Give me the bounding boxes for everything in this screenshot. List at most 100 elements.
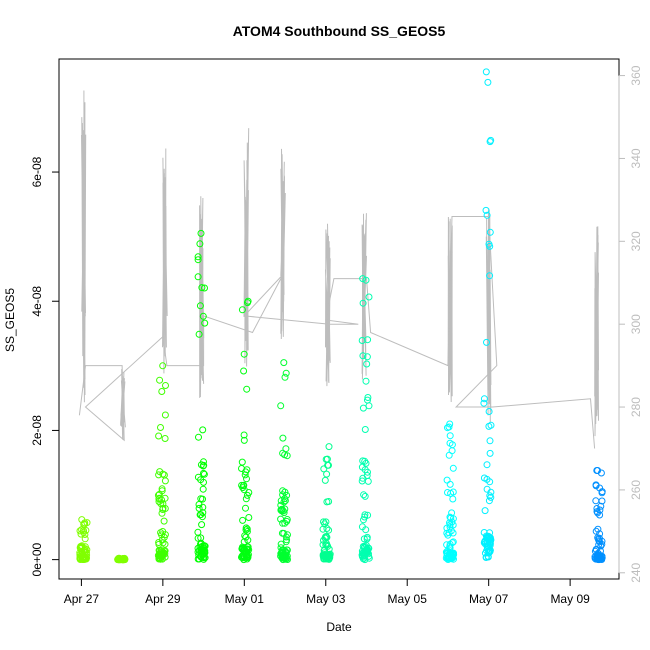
point-cluster-4 [238,297,253,564]
data-point [199,495,206,503]
data-point [280,553,288,561]
data-point [198,284,206,292]
data-point [238,458,246,466]
data-point [200,469,207,477]
line-burst-6 [325,223,331,387]
data-point [240,367,248,375]
data-point [596,506,604,514]
x-axis: Apr 27 Apr 29 May 01 May 03 May 05 May 07 May … [64,578,590,606]
data-point [446,439,454,447]
data-point [363,360,371,368]
data-point [279,434,287,442]
data-point [155,550,163,558]
data-point [322,518,330,526]
data-point [277,402,285,410]
data-point [358,337,366,344]
data-point [161,494,169,502]
data-point [277,515,285,523]
line-burst-7 [361,213,367,380]
data-point [199,426,207,434]
data-point [363,353,371,361]
y-tick-label: 6e-08 [30,156,44,187]
scatter-points-layer [76,68,606,564]
data-point [244,554,252,561]
data-point [446,420,454,428]
y2-tick-label: 300 [629,314,643,334]
data-point [483,547,491,555]
data-point [76,555,84,563]
data-point [282,369,290,377]
data-point [320,465,328,473]
y2-tick-label: 260 [629,480,643,500]
data-point [319,552,327,560]
point-cluster-9 [480,68,495,561]
data-point [486,437,494,445]
data-point [598,488,606,496]
point-cluster-6 [319,443,334,563]
data-point [195,330,203,338]
data-point [446,521,454,529]
data-point [481,507,489,515]
data-point [325,526,333,534]
data-point [485,240,493,248]
data-point [195,433,202,441]
data-point [280,529,288,537]
data-point [449,488,457,496]
point-cluster-8 [442,420,458,563]
data-point [157,424,164,431]
data-point [279,519,287,527]
data-point [448,509,456,517]
data-point [198,521,206,529]
data-point [322,541,330,549]
data-point [240,436,248,444]
data-point [200,478,207,486]
data-point [245,514,253,521]
data-point [243,466,251,474]
point-cluster-7 [358,275,373,564]
data-point [362,377,370,385]
data-point [358,477,366,485]
data-point [243,525,251,533]
x-tick-label: May 05 [388,592,428,606]
data-point [444,556,452,563]
data-point [365,293,373,301]
data-point [81,535,89,543]
data-point [240,481,248,489]
data-point [197,229,205,237]
data-point [161,411,169,419]
data-point [197,552,205,560]
data-point [159,504,167,512]
data-point [196,302,204,310]
point-cluster-1 [114,554,129,564]
data-point [279,491,287,499]
data-point [361,550,368,558]
data-point [325,461,332,469]
data-point [199,503,207,511]
data-point [594,556,602,563]
point-cluster-3 [194,229,209,563]
data-point [158,388,166,395]
data-point [242,504,249,512]
data-point [444,531,452,539]
data-point [486,449,494,457]
data-point [81,547,89,554]
data-point [162,382,169,389]
data-point [158,509,166,517]
line-burst-5 [280,148,286,340]
data-point [240,350,248,358]
data-point [597,502,605,510]
data-point [484,553,492,561]
data-point [485,408,493,415]
data-point [194,256,202,264]
data-point [161,477,169,485]
data-point [360,491,368,499]
data-point [482,68,490,76]
data-point [596,538,604,546]
data-point [198,513,206,521]
data-point [323,498,331,506]
data-point [281,373,289,381]
data-point [282,538,290,546]
point-cluster-10 [591,467,606,564]
data-point [446,432,454,440]
